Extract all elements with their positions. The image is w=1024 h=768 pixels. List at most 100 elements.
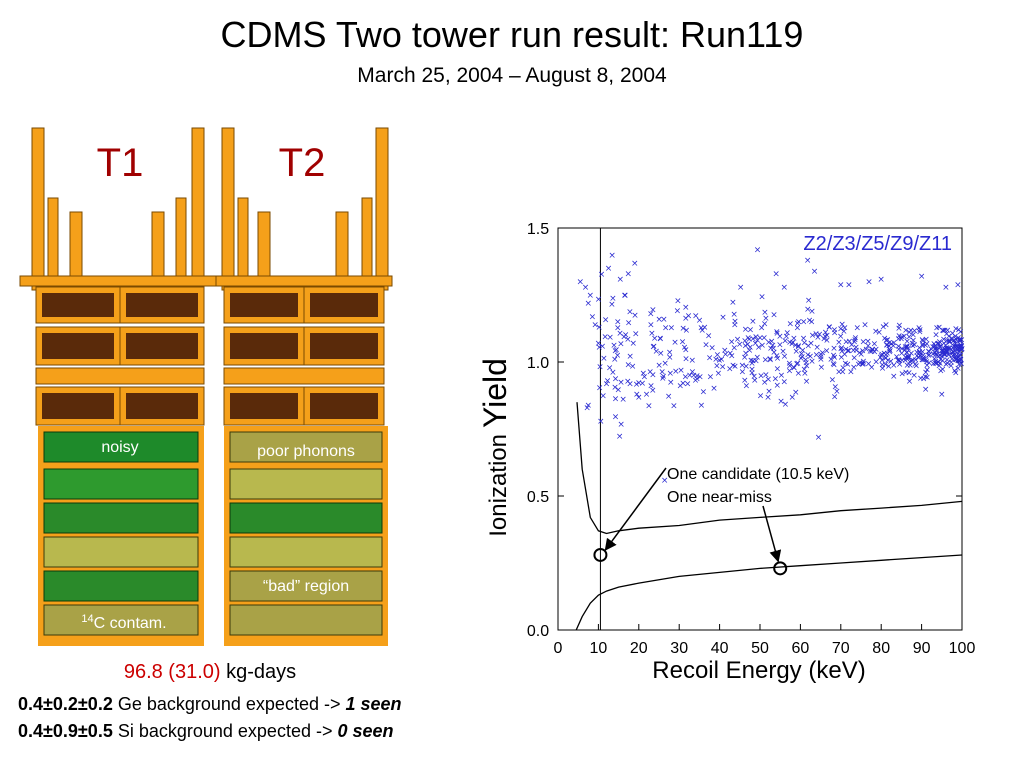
event-point: ×: [943, 343, 951, 353]
event-point: ×: [802, 358, 810, 368]
event-point: ×: [761, 319, 769, 329]
event-point: ×: [865, 359, 873, 369]
event-point: ×: [916, 348, 924, 358]
event-point: ×: [902, 343, 910, 353]
event-point: ×: [619, 395, 627, 405]
highlighted-events: [593, 467, 788, 576]
event-point: ×: [905, 333, 913, 343]
event-point: ×: [830, 344, 838, 354]
event-point: ×: [595, 339, 603, 349]
event-point: ×: [949, 351, 957, 361]
event-point: ×: [645, 401, 653, 411]
event-point: ×: [612, 412, 620, 422]
event-point: ×: [839, 367, 847, 377]
event-point: ×: [932, 357, 940, 367]
event-point: ×: [760, 333, 768, 343]
event-point: ×: [931, 354, 939, 364]
event-point: ×: [865, 278, 873, 288]
axis-ticks: 0 10 20 30 40 50 60 70 80 90 100 0.0 0.5 1.0 1.5: [527, 221, 976, 657]
event-point: ×: [693, 374, 701, 384]
event-point: ×: [950, 336, 958, 346]
event-point: ×: [881, 334, 889, 344]
event-point: ×: [908, 339, 916, 349]
event-point: ×: [614, 317, 622, 327]
event-point: ×: [903, 349, 911, 359]
event-point: ×: [770, 344, 778, 354]
event-point: ×: [667, 369, 675, 379]
event-point: ×: [801, 338, 809, 348]
event-point: ×: [797, 354, 805, 364]
x-axis-label: Recoil Energy (keV): [652, 657, 865, 684]
event-point: ×: [770, 311, 778, 321]
event-point: ×: [909, 356, 917, 366]
band-curves: [575, 228, 963, 631]
event-point: ×: [953, 345, 961, 355]
event-point: ×: [649, 386, 657, 396]
event-point: ×: [730, 310, 738, 320]
event-point: ×: [936, 359, 944, 369]
event-point: ×: [844, 360, 852, 370]
event-point: ×: [945, 337, 953, 347]
event-point: ×: [868, 347, 876, 357]
event-point: ×: [767, 356, 775, 366]
event-point: ×: [958, 346, 966, 356]
event-point: ×: [895, 355, 903, 365]
event-point: ×: [655, 361, 663, 371]
event-point: ×: [940, 348, 948, 358]
event-point: ×: [902, 368, 910, 378]
event-point: ×: [612, 374, 620, 384]
event-point: ×: [647, 382, 655, 392]
event-point: ×: [605, 264, 613, 274]
event-point: ×: [885, 362, 893, 372]
event-point: ×: [871, 339, 879, 349]
event-point: ×: [632, 329, 640, 339]
si-expected-numbers: 0.4±0.9±0.5: [18, 721, 113, 741]
event-point: ×: [838, 347, 846, 357]
event-point: ×: [650, 342, 658, 352]
tower-t2-diagram: [215, 127, 393, 646]
event-point: ×: [804, 256, 812, 266]
event-point: ×: [700, 387, 708, 397]
event-point: ×: [877, 275, 885, 285]
event-point: ×: [941, 351, 949, 361]
event-point: ×: [599, 391, 607, 401]
event-point: ×: [728, 337, 736, 347]
event-point: ×: [955, 347, 963, 357]
event-point: ×: [957, 345, 965, 355]
event-point: ×: [956, 342, 964, 352]
event-point: ×: [719, 362, 727, 372]
event-point: ×: [685, 312, 693, 322]
event-point: ×: [721, 346, 729, 356]
event-point: ×: [756, 333, 764, 343]
event-point: ×: [595, 323, 603, 333]
event-point: ×: [748, 368, 756, 378]
event-point: ×: [898, 332, 906, 342]
event-point: ×: [934, 339, 942, 349]
y-tick-label: 1.0: [527, 355, 549, 372]
event-point: ×: [896, 360, 904, 370]
event-point: ×: [930, 339, 938, 349]
event-point: ×: [729, 361, 737, 371]
event-point: ×: [617, 420, 625, 430]
event-point: ×: [882, 350, 890, 360]
x-tick-label: 10: [590, 640, 608, 657]
event-point: ×: [739, 361, 747, 371]
event-point: ×: [958, 344, 966, 354]
event-point: ×: [621, 291, 629, 301]
event-point: ×: [952, 335, 960, 345]
event-point: ×: [653, 347, 661, 357]
event-point: ×: [742, 362, 750, 372]
event-point: ×: [852, 343, 860, 353]
event-point: ×: [829, 359, 837, 369]
event-point: ×: [765, 387, 773, 397]
event-point: ×: [955, 360, 963, 370]
event-point: ×: [916, 351, 924, 361]
event-point: ×: [690, 371, 698, 381]
event-point: ×: [911, 360, 919, 370]
event-point: ×: [902, 326, 910, 336]
event-point: ×: [948, 349, 956, 359]
event-point: ×: [922, 335, 930, 345]
event-point: ×: [801, 365, 809, 375]
event-point: ×: [576, 278, 584, 288]
